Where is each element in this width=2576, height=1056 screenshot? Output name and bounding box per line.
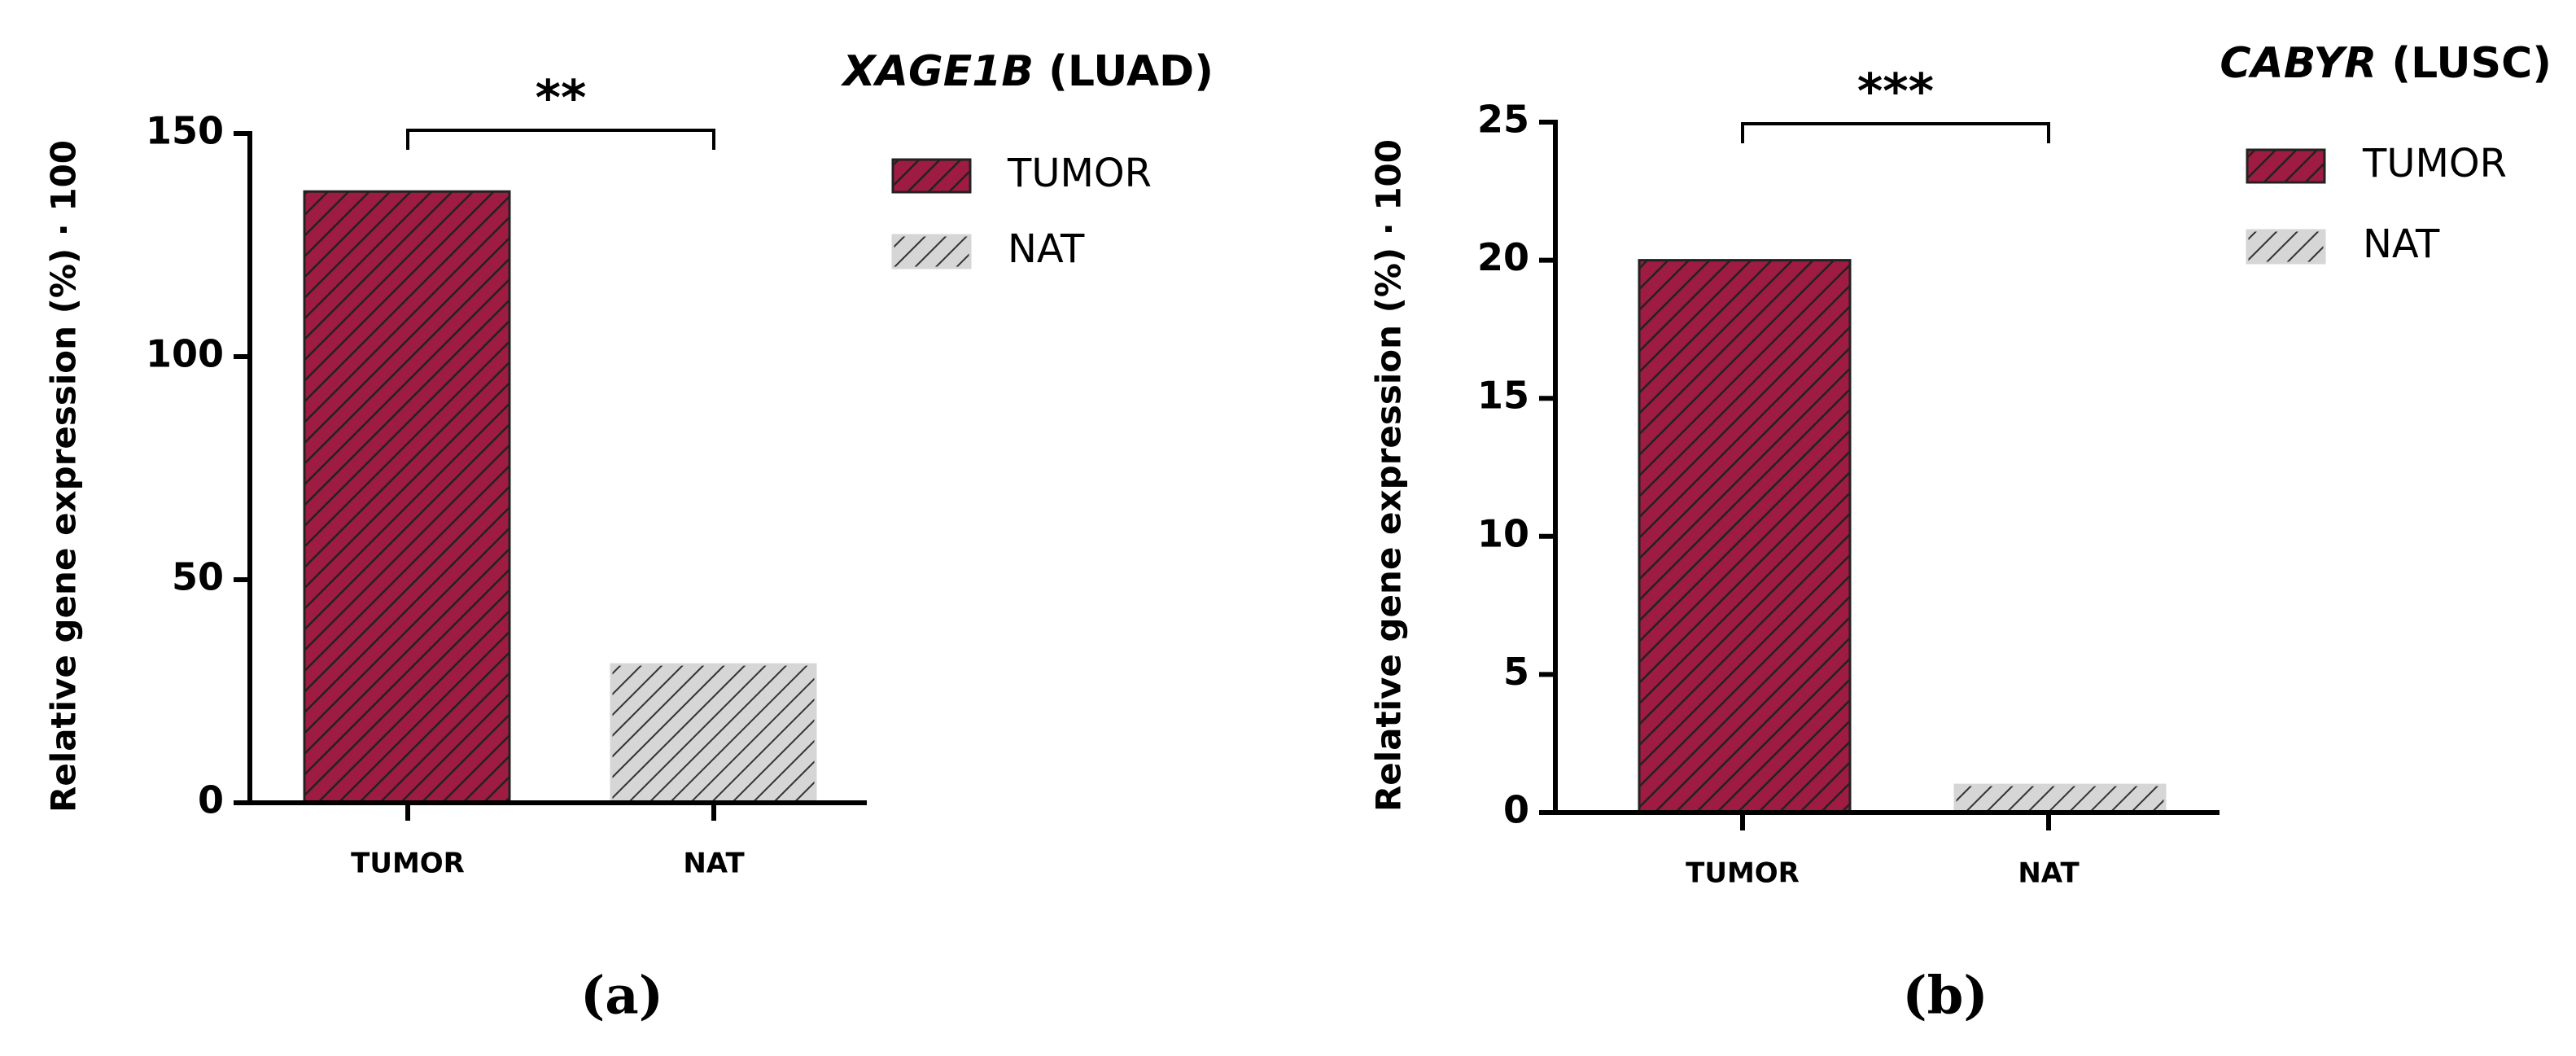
title-cohort: (LUSC)	[2391, 39, 2552, 88]
bar	[1638, 259, 1852, 814]
legend-label: TUMOR	[2362, 141, 2507, 186]
title-cohort: (LUAD)	[1048, 47, 1214, 96]
x-tick-label: NAT	[2018, 857, 2080, 890]
panel-label: (b)	[1902, 966, 1988, 1027]
x-tick-label: TUMOR	[1686, 857, 1800, 890]
title-gene: CABYR	[2220, 39, 2377, 88]
y-tick-label: 10	[1477, 511, 1529, 555]
y-tick-label: 25	[1477, 98, 1529, 142]
significance-label: ***	[1857, 64, 1934, 120]
legend-label: NAT	[1008, 226, 1085, 272]
y-tick-label: 20	[1477, 235, 1529, 279]
y-tick-label: 150	[146, 109, 224, 153]
y-tick-label: 100	[146, 332, 224, 376]
legend-swatch	[2246, 229, 2326, 265]
panel-label: (a)	[580, 966, 663, 1027]
bar	[303, 190, 511, 804]
x-tick-label: NAT	[683, 848, 745, 880]
y-tick-label: 5	[1503, 650, 1529, 694]
chart-title: XAGE1B (LUAD)	[841, 47, 1214, 96]
y-tick-label: 0	[1503, 788, 1529, 832]
x-tick-label: TUMOR	[351, 848, 465, 880]
legend-label: TUMOR	[1007, 151, 1152, 196]
y-tick-label: 50	[172, 555, 224, 599]
y-tick-label: 0	[198, 778, 224, 822]
significance-bracket	[1741, 122, 2050, 143]
y-tick-label: 15	[1477, 374, 1529, 418]
y-axis-label: Relative gene expression (%) · 100	[44, 140, 84, 813]
legend-swatch	[891, 234, 972, 269]
bar	[1953, 783, 2167, 814]
legend-swatch	[2246, 148, 2326, 184]
chart-title: CABYR (LUSC)	[2220, 39, 2552, 88]
legend-swatch	[891, 158, 972, 194]
title-gene: XAGE1B	[841, 47, 1034, 96]
legend-label: NAT	[2363, 221, 2440, 267]
significance-bracket	[406, 129, 715, 150]
bar	[610, 663, 817, 804]
significance-label: **	[536, 70, 587, 127]
y-axis-label: Relative gene expression (%) · 100	[1369, 139, 1409, 812]
